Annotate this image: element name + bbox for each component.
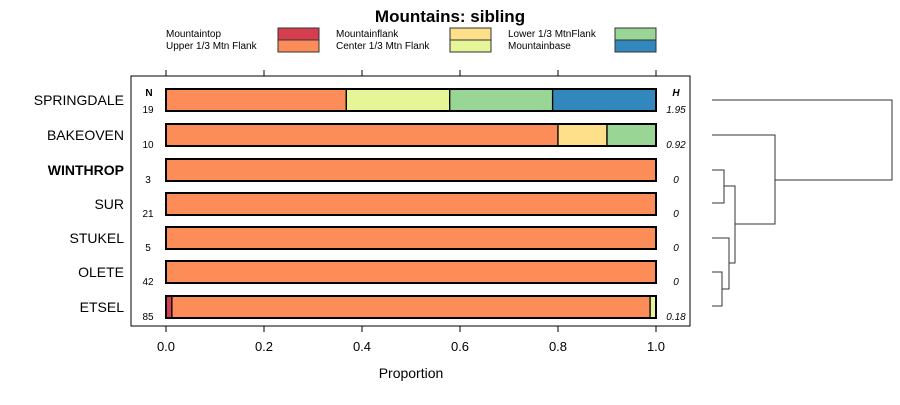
dendrogram-branch (712, 237, 730, 290)
x-axis-label: Proportion (379, 365, 444, 381)
x-tick-label: 0.6 (451, 339, 469, 354)
x-tick-label: 0.4 (353, 339, 371, 354)
category-label: WINTHROP (48, 162, 124, 178)
bar-segment (171, 295, 651, 319)
h-value: 0 (673, 209, 679, 220)
bar-segment (606, 123, 657, 147)
legend-label: Lower 1/3 MtnFlank (508, 29, 597, 40)
legend-label: Upper 1/3 Mtn Flank (166, 41, 258, 52)
h-value: 0.92 (666, 140, 686, 151)
bar-outline (165, 295, 657, 319)
legend-label: Center 1/3 Mtn Flank (336, 41, 430, 52)
bar-segment (165, 192, 657, 216)
n-value: 85 (142, 312, 154, 323)
bar-segment (165, 226, 657, 250)
n-value: 10 (142, 140, 154, 151)
legend-swatch (449, 27, 492, 41)
bar-outline (165, 88, 657, 112)
bar-segment (345, 88, 451, 112)
legend-label: Mountainbase (508, 41, 571, 52)
dendrogram-branch (712, 169, 736, 264)
bar-outline (165, 260, 657, 284)
h-value: 1.95 (666, 105, 686, 116)
h-value: 0.18 (666, 312, 686, 323)
bar-outline (165, 123, 657, 147)
category-label: OLETE (78, 264, 124, 280)
n-value: 19 (142, 105, 154, 116)
n-value: 42 (142, 277, 154, 288)
bar-segment (551, 88, 657, 112)
h-header: H (672, 88, 680, 99)
bar-outline (165, 192, 657, 216)
x-tick-label: 1.0 (647, 339, 665, 354)
n-value: 5 (145, 243, 151, 254)
plot-frame (130, 75, 691, 327)
n-header: N (145, 88, 152, 99)
legend-label: Mountaintop (166, 29, 221, 40)
bar-segment (557, 123, 608, 147)
bar-outline (165, 158, 657, 182)
legend-swatch (614, 27, 657, 41)
bar-outline (165, 226, 657, 250)
dendrogram-branch (712, 99, 893, 181)
category-label: BAKEOVEN (47, 127, 124, 143)
bar-segment (165, 158, 657, 182)
h-value: 0 (673, 277, 679, 288)
legend-swatch (449, 39, 492, 53)
dendrogram-branch (712, 134, 776, 225)
n-value: 21 (142, 209, 154, 220)
h-value: 0 (673, 175, 679, 186)
chart-title: Mountains: sibling (375, 7, 525, 26)
category-label: SPRINGDALE (34, 92, 124, 108)
legend-label: Mountainflank (336, 29, 399, 40)
bar-segment (165, 88, 347, 112)
category-label: SUR (94, 196, 124, 212)
legend-swatch (614, 39, 657, 53)
category-label: STUKEL (70, 230, 125, 246)
bar-segment (165, 260, 657, 284)
dendrogram-branch (712, 271, 723, 307)
x-tick-label: 0.2 (255, 339, 273, 354)
n-value: 3 (145, 175, 151, 186)
category-label: ETSEL (80, 299, 125, 315)
legend-swatch (277, 27, 320, 41)
x-tick-label: 0.8 (549, 339, 567, 354)
x-tick-label: 0.0 (157, 339, 175, 354)
bar-segment (449, 88, 554, 112)
legend-swatch (277, 39, 320, 53)
h-value: 0 (673, 243, 679, 254)
bar-segment (165, 123, 559, 147)
dendrogram (712, 99, 893, 307)
